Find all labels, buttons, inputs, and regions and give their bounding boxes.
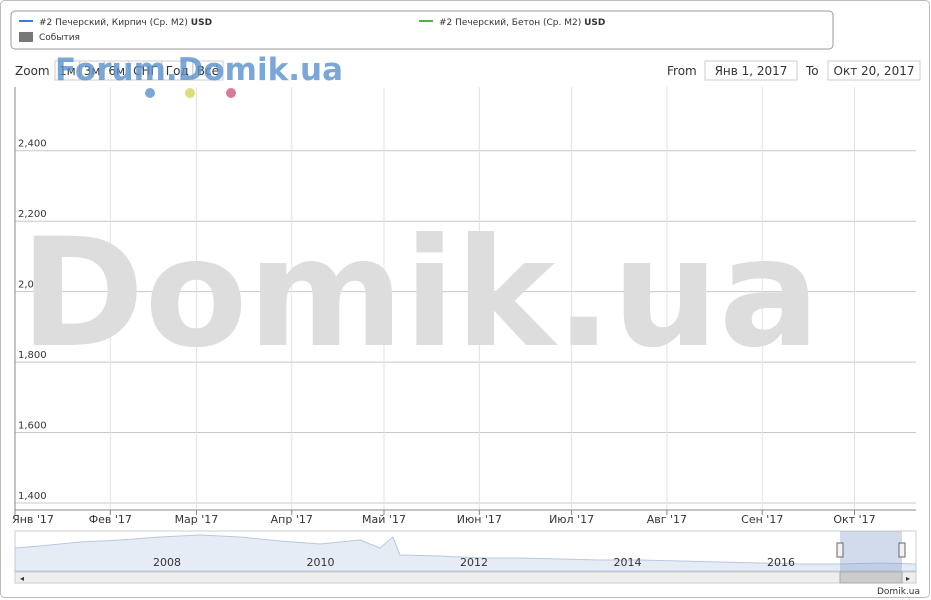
x-tick-label: Окт '17 [833,513,875,526]
legend-box [10,10,834,50]
to-value[interactable]: Окт 20, 2017 [834,64,915,78]
x-tick-label: Апр '17 [271,513,313,526]
zoom-button[interactable]: 6м [108,64,125,78]
y-tick-label: 2,000 [18,280,47,291]
scrollbar[interactable] [14,571,917,584]
x-tick-label: Май '17 [362,513,406,526]
legend-currency[interactable]: USD [191,18,212,28]
x-tick-label: Авг '17 [647,513,687,526]
x-tick-label: Июн '17 [457,513,502,526]
y-tick-label: 2,400 [18,139,47,150]
legend-currency[interactable]: USD [584,18,605,28]
navigator-selection[interactable] [840,531,902,571]
navigator-handle[interactable] [836,542,844,558]
watermark: Domik.ua [20,207,820,381]
to-label: To [805,64,819,78]
legend-item[interactable]: #2 Печерский, Кирпич (Ср. М2) USD [39,18,212,28]
zoom-button[interactable]: Год [166,64,189,78]
legend-name[interactable]: #2 Печерский, Кирпич (Ср. М2) [39,18,188,28]
legend: #2 Печерский, Кирпич (Ср. М2) USD #2 Пече… [19,18,605,28]
legend-item[interactable]: #2 Печерский, Бетон (Ср. М2) USD [439,18,605,28]
navigator-label: 2016 [767,556,795,569]
zoom-button[interactable]: 1м [59,64,76,78]
y-tick-label: 1,600 [18,421,47,432]
to-input[interactable] [827,60,921,81]
y-tick-label: 2,200 [18,209,47,220]
x-tick-label: Янв '17 [12,513,54,526]
scroll-right[interactable]: ▸ [906,574,910,583]
from-label: From [667,64,697,78]
navigator-series [14,534,917,572]
event-marker[interactable] [185,88,195,98]
x-tick-label: Июл '17 [549,513,594,526]
navigator-handle[interactable] [898,542,906,558]
from-input[interactable] [704,60,798,81]
zoom-button[interactable]: Всё [197,64,219,78]
credit[interactable]: Domik.ua [877,587,920,597]
x-tick-label: Фев '17 [89,513,132,526]
from-value[interactable]: Янв 1, 2017 [715,64,788,78]
y-tick-label: 1,800 [18,350,47,361]
scroll-left[interactable]: ◂ [20,574,24,583]
zoom-label: Zoom [15,64,50,78]
navigator-label: 2012 [460,556,488,569]
zoom-buttons: 1м 3м 6м СНГ Год Всё [54,60,224,81]
navigator-label: 2010 [307,556,335,569]
x-tick-label: Мар '17 [175,513,219,526]
zoom-button[interactable]: СНГ [133,64,158,78]
event-marker[interactable] [145,88,155,98]
y-tick-label: 1,400 [18,491,47,502]
zoom-button-box[interactable] [192,60,224,81]
zoom-button[interactable]: 3м [84,64,101,78]
events-icon[interactable] [19,32,33,42]
x-tick-label: Сен '17 [741,513,783,526]
legend-events[interactable]: События [39,33,80,43]
event-marker[interactable] [226,88,236,98]
scrollbar-thumb[interactable] [839,571,903,584]
navigator-label: 2008 [153,556,181,569]
navigator-label: 2014 [614,556,642,569]
legend-name[interactable]: #2 Печерский, Бетон (Ср. М2) [439,18,581,28]
watermark-forum: Forum.Domik.ua [55,52,343,88]
